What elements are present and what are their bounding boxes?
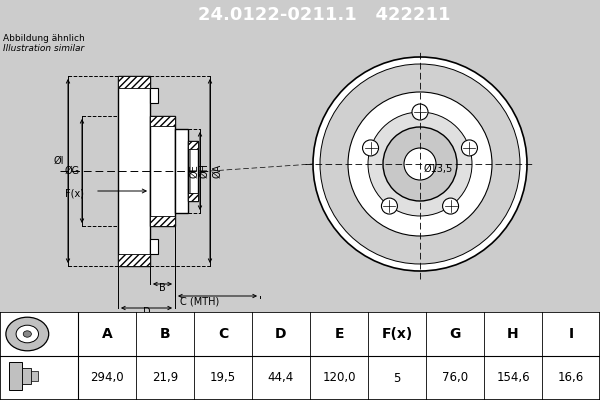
Text: B: B <box>159 283 166 293</box>
Text: H: H <box>507 327 519 341</box>
Circle shape <box>383 127 457 201</box>
Circle shape <box>313 57 527 271</box>
Text: ØA: ØA <box>212 164 222 178</box>
Text: ØE: ØE <box>189 164 199 178</box>
Circle shape <box>348 92 492 236</box>
Bar <box>118 76 150 266</box>
Bar <box>175 129 188 213</box>
Circle shape <box>23 331 31 337</box>
Text: 154,6: 154,6 <box>496 372 530 384</box>
Bar <box>31 371 37 381</box>
Bar <box>150 216 175 226</box>
Text: ØH: ØH <box>199 164 209 178</box>
Text: D: D <box>275 327 287 341</box>
Circle shape <box>362 140 379 156</box>
Text: Illustration similar: Illustration similar <box>3 44 84 53</box>
Circle shape <box>16 325 38 343</box>
Circle shape <box>368 112 472 216</box>
Text: E: E <box>334 327 344 341</box>
Bar <box>10 362 22 390</box>
Text: 44,4: 44,4 <box>268 372 294 384</box>
Bar <box>22 368 31 384</box>
Bar <box>188 141 198 149</box>
Text: I: I <box>568 327 574 341</box>
Bar <box>118 254 150 266</box>
Text: 19,5: 19,5 <box>210 372 236 384</box>
Circle shape <box>461 140 478 156</box>
Text: 24.0122-0211.1   422211: 24.0122-0211.1 422211 <box>198 6 450 24</box>
Text: G: G <box>449 327 461 341</box>
Text: 16,6: 16,6 <box>558 372 584 384</box>
Text: 120,0: 120,0 <box>322 372 356 384</box>
Bar <box>150 88 158 103</box>
Text: ØI: ØI <box>54 156 65 166</box>
Circle shape <box>404 148 436 180</box>
Text: Abbildung ähnlich: Abbildung ähnlich <box>3 34 85 43</box>
Text: B: B <box>160 327 170 341</box>
Text: Ø13,5: Ø13,5 <box>424 164 453 174</box>
Circle shape <box>412 104 428 120</box>
Text: F(x): F(x) <box>65 189 84 199</box>
Bar <box>188 193 198 201</box>
Circle shape <box>6 317 49 351</box>
Text: 294,0: 294,0 <box>90 372 124 384</box>
Text: 76,0: 76,0 <box>442 372 468 384</box>
Circle shape <box>443 198 458 214</box>
Text: 21,9: 21,9 <box>152 372 178 384</box>
Text: C: C <box>218 327 228 341</box>
Circle shape <box>320 64 520 264</box>
Text: 5: 5 <box>394 372 401 384</box>
Text: Ate: Ate <box>404 95 456 123</box>
Text: C (MTH): C (MTH) <box>181 296 220 306</box>
Bar <box>150 239 158 254</box>
Text: D: D <box>143 307 151 317</box>
Circle shape <box>382 198 397 214</box>
Bar <box>118 76 150 88</box>
Bar <box>188 141 198 201</box>
Text: F(x): F(x) <box>382 327 413 341</box>
Text: ØG: ØG <box>65 166 80 176</box>
Bar <box>150 116 175 126</box>
Bar <box>150 116 175 226</box>
Text: A: A <box>101 327 112 341</box>
